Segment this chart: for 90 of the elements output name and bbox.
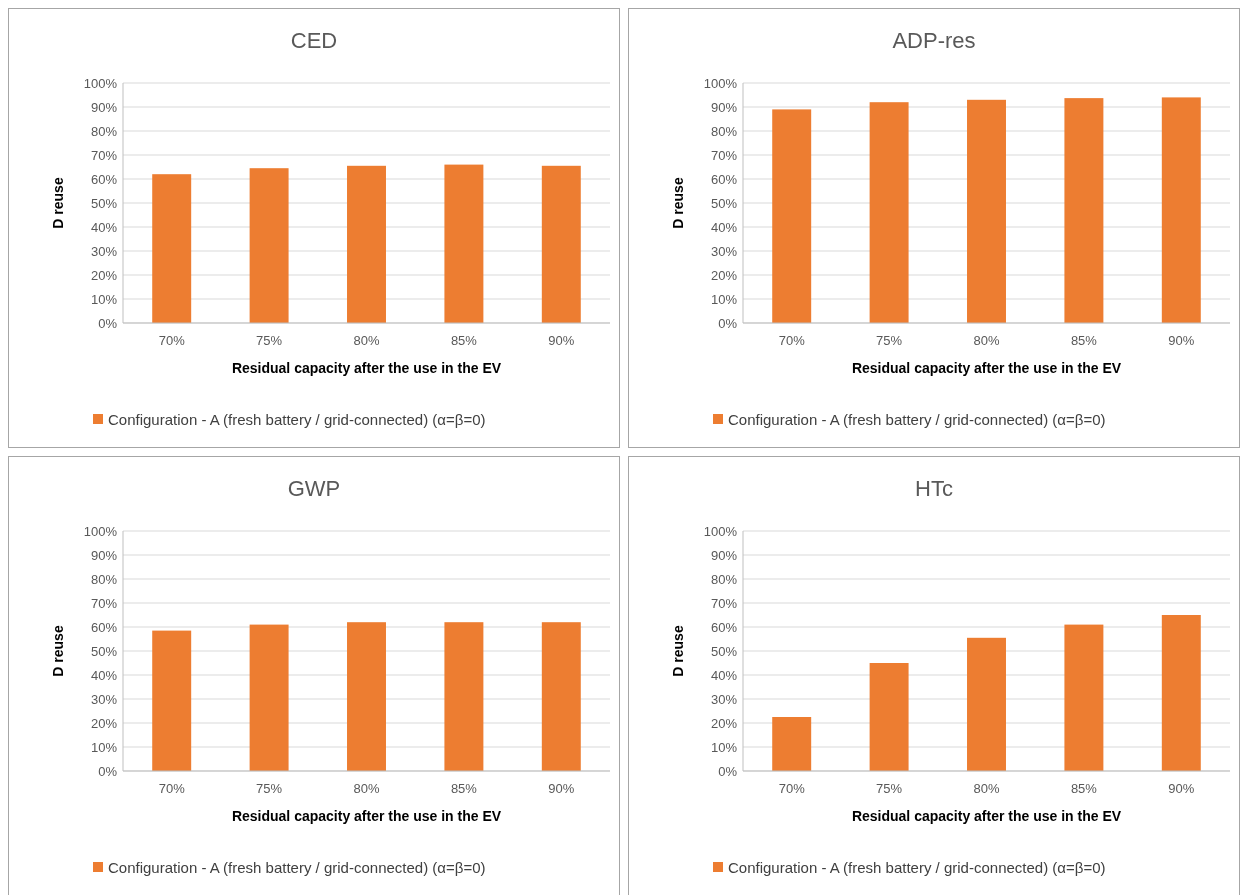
x-tick-label: 75% <box>256 781 283 796</box>
legend-label: Configuration - A (fresh battery / grid-connected) (α=β=0) <box>728 411 1106 429</box>
bar <box>772 109 812 323</box>
x-tick-label: 75% <box>876 781 903 796</box>
y-tick-label: 90% <box>710 547 738 563</box>
y-tick-label: 20% <box>90 715 118 731</box>
bar <box>1064 98 1104 323</box>
y-tick-label: 70% <box>90 595 118 611</box>
x-tick-label: 90% <box>548 781 575 796</box>
y-tick-label: 20% <box>710 715 738 731</box>
x-axis-title: Residual capacity after the use in the EV <box>231 360 502 376</box>
x-tick-label: 90% <box>548 333 575 348</box>
y-tick-label: 90% <box>90 99 118 115</box>
y-tick-label: 60% <box>90 619 118 635</box>
y-tick-label: 10% <box>710 739 738 755</box>
y-tick-label: 0% <box>98 763 118 779</box>
y-tick-label: 30% <box>710 243 738 259</box>
bar <box>1064 624 1104 771</box>
y-tick-label: 100% <box>703 523 738 539</box>
chart-title: CED <box>290 28 338 53</box>
y-tick-label: 40% <box>710 667 738 683</box>
y-tick-label: 100% <box>83 523 118 539</box>
y-tick-label: 40% <box>90 219 118 235</box>
bar <box>967 99 1006 323</box>
y-tick-label: 40% <box>90 667 118 683</box>
y-tick-label: 0% <box>718 315 738 331</box>
chart-title: HTc <box>915 476 953 501</box>
y-tick-label: 80% <box>90 123 118 139</box>
y-tick-label: 50% <box>90 643 118 659</box>
x-tick-label: 85% <box>450 333 478 348</box>
x-tick-label: 75% <box>256 333 283 348</box>
bar <box>1161 97 1201 323</box>
y-tick-label: 50% <box>90 195 118 211</box>
y-tick-label: 20% <box>90 267 118 283</box>
y-tick-label: 60% <box>710 619 738 635</box>
y-tick-label: 70% <box>90 147 118 163</box>
y-axis-title: D reuse <box>670 625 686 677</box>
bar <box>869 663 909 771</box>
bar <box>869 102 909 323</box>
x-tick-label: 85% <box>1070 781 1098 796</box>
y-tick-label: 90% <box>90 547 118 563</box>
bar <box>967 637 1006 771</box>
y-axis-title: D reuse <box>670 177 686 229</box>
y-tick-label: 40% <box>710 219 738 235</box>
y-axis-title: D reuse <box>50 177 66 229</box>
x-tick-label: 90% <box>1168 333 1195 348</box>
y-tick-label: 70% <box>710 595 738 611</box>
y-tick-label: 0% <box>718 763 738 779</box>
x-tick-label: 85% <box>450 781 478 796</box>
y-tick-label: 10% <box>90 291 118 307</box>
y-tick-label: 0% <box>98 315 118 331</box>
x-tick-label: 80% <box>353 781 380 796</box>
legend-label: Configuration - A (fresh battery / grid-connected) (α=β=0) <box>728 859 1106 877</box>
x-tick-label: 70% <box>778 781 806 796</box>
x-tick-label: 80% <box>973 781 1000 796</box>
legend-label: Configuration - A (fresh battery / grid-connected) (α=β=0) <box>108 411 486 429</box>
x-tick-label: 85% <box>1070 333 1098 348</box>
y-tick-label: 20% <box>710 267 738 283</box>
y-tick-label: 60% <box>710 171 738 187</box>
y-tick-label: 50% <box>710 195 738 211</box>
legend-label: Configuration - A (fresh battery / grid-connected) (α=β=0) <box>108 859 486 877</box>
x-tick-label: 80% <box>353 333 380 348</box>
x-axis-title: Residual capacity after the use in the EV <box>851 360 1122 376</box>
y-tick-label: 10% <box>710 291 738 307</box>
chart-title: ADP-res <box>892 28 976 53</box>
x-tick-label: 75% <box>876 333 903 348</box>
y-tick-label: 30% <box>90 243 118 259</box>
y-tick-label: 90% <box>710 99 738 115</box>
x-axis-title: Residual capacity after the use in the EV <box>851 808 1122 824</box>
y-tick-label: 30% <box>90 691 118 707</box>
y-tick-label: 10% <box>90 739 118 755</box>
y-tick-label: 100% <box>83 75 118 91</box>
x-tick-label: 80% <box>973 333 1000 348</box>
x-tick-label: 70% <box>778 333 806 348</box>
x-tick-label: 90% <box>1168 781 1195 796</box>
y-tick-label: 70% <box>710 147 738 163</box>
x-tick-label: 70% <box>158 333 186 348</box>
y-tick-label: 80% <box>710 571 738 587</box>
y-axis-title: D reuse <box>50 625 66 677</box>
bar <box>772 717 812 771</box>
y-tick-label: 30% <box>710 691 738 707</box>
bar <box>1161 615 1201 771</box>
y-tick-label: 50% <box>710 643 738 659</box>
x-tick-label: 70% <box>158 781 186 796</box>
y-tick-label: 60% <box>90 171 118 187</box>
x-axis-title: Residual capacity after the use in the EV <box>231 808 502 824</box>
y-tick-label: 100% <box>703 75 738 91</box>
y-tick-label: 80% <box>90 571 118 587</box>
y-tick-label: 80% <box>710 123 738 139</box>
chart-title: GWP <box>287 476 341 501</box>
